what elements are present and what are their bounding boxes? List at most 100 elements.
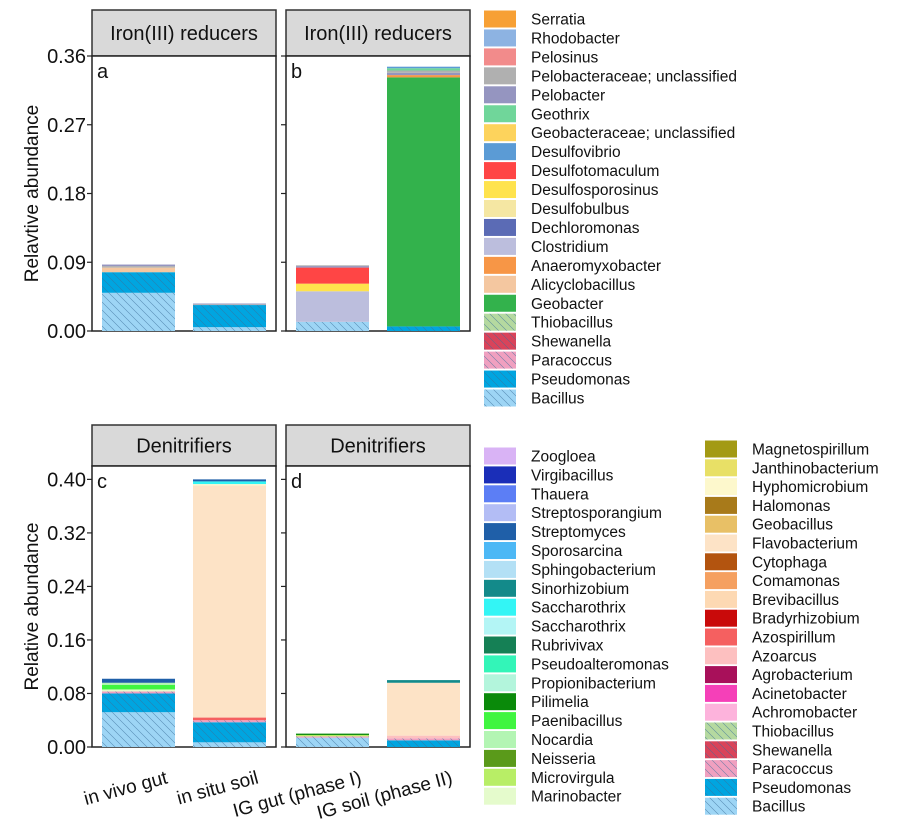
legend-item: Virgibacillus [484,466,614,484]
legend-label: Pelosinus [531,49,598,66]
bar-segment: Alicyclobacillus: 0.006 [102,267,175,273]
bar-segment: Anaeromyxobacter: 0.003 [387,75,460,78]
legend-item: Thiobacillus [705,722,834,741]
bar-segment: Desulfosporosinus: 0.01 [296,283,369,292]
legend-swatch [484,105,516,123]
legend-item: Paenibacillus [484,712,623,730]
bar-segment: Flavobacterium: 0.079 [387,682,460,736]
legend-swatch [484,598,516,616]
panel-letter: a [97,61,109,83]
legend-item: Shewanella [705,741,833,759]
bar-segment: Bacillus: 0.05 [102,292,175,331]
strip-title: Denitrifiers [136,436,232,458]
legend-label: Cytophaga [752,554,827,571]
y-tick-label: 0.00 [47,737,86,759]
bar-segment: Pseudomonas: 0.027 [102,272,175,293]
legend-swatch [705,684,737,702]
bar-segment: Pelobacter: 0.003 [387,72,460,76]
legend-label: Magnetospirillum [752,442,869,459]
legend-item: Flavobacterium [705,534,858,553]
legend-label: Rhodobacter [531,30,620,47]
legend-item: Thiobacillus [484,313,613,332]
bar-segment: Clostridium: 0.04 [296,291,369,322]
legend-swatch [705,628,737,646]
legend-label: Sporosarcina [531,543,623,560]
bar-segment: Pseudomonas: 0.029 [193,305,266,328]
legend-swatch [705,741,737,759]
legend-swatch [484,731,516,748]
legend-swatch [484,370,516,388]
legend-label: Alicyclobacillus [531,277,635,294]
legend-label: Desulfobulbus [531,201,629,218]
legend-item: Hyphomicrobium [705,478,868,496]
legend-item: Desulfosporosinus [484,181,659,199]
bar-segment: Pseudomonas: 0.028 [102,693,175,713]
bar-stack: Bacillus: 0.012Clostridium: 0.04Desulfos… [296,265,369,331]
legend-swatch [705,590,737,608]
legend-item: Saccharothrix [484,598,626,617]
legend-item: Sporosarcina [484,542,623,560]
legend-label: Hyphomicrobium [752,479,868,496]
legend-swatch [484,10,516,28]
legend-swatch [705,797,737,815]
legend-swatch [705,440,737,458]
y-tick-label: 0.24 [47,576,86,598]
legend-swatch [484,237,516,255]
legend-swatch [484,332,516,350]
legend-item: Halomonas [705,496,831,515]
legend-label: Acinetobacter [752,686,847,703]
legend-label: Paenibacillus [531,713,623,730]
legend-swatch [484,48,516,66]
legend-swatch [484,674,516,692]
bar-segment: Bacillus: 0.005 [193,327,266,331]
bar-segment: Hyphomicrobium: 0.002 [193,484,266,486]
legend-swatch [484,655,516,673]
legend-label: Nocardia [531,732,593,749]
legend-swatch [484,143,516,161]
legend-swatch [705,478,737,496]
legend-swatch [484,749,516,767]
legend-label: Thauera [531,486,589,503]
bar-segment: Nocardia: 0.003 [102,682,175,685]
legend-label: Flavobacterium [752,536,858,553]
strip-header [91,9,277,57]
bar-segment: Flavobacterium: 0.347 [193,485,266,718]
y-tick-label: 0.08 [47,683,86,705]
legend-swatch [484,313,516,331]
legend-item: Pseudoalteromonas [484,655,669,673]
legend-item: Saccharothrix [484,617,626,636]
y-tick-label: 0.27 [47,115,86,137]
legend-swatch [484,67,516,85]
y-tick-label: 0.40 [47,469,86,491]
legend-swatch [484,181,516,199]
legend-swatch [705,553,737,571]
y-tick-label: 0.32 [47,523,86,545]
y-tick-label: 0.18 [47,184,86,206]
x-tick-label: in vivo gut [82,767,171,810]
bar-segment: Microvirgula: 0.002 [296,734,369,737]
legend-item: Shewanella [484,332,612,351]
legend-label: Geobacteraceae; unclassified [531,125,735,142]
legend-label: Agrobacterium [752,667,853,684]
legend-item: Bradyrhizobium [705,609,860,628]
legend-item: Brevibacillus [705,590,839,609]
legend-label: Clostridium [531,239,609,256]
legend-item: Microvirgula [484,768,615,787]
legend-swatch [705,459,737,477]
y-axis-label: Relative abundance [22,523,43,691]
legend-item: Zoogloea [484,447,596,466]
bar-segment: Azospirillum: 0.004 [193,717,266,721]
legend-item: Pilimelia [484,693,589,711]
legend-swatch [705,666,737,684]
bar-segment: Desulfotomaculum: 0.021 [296,267,369,284]
bar-segment: Paracoccus: 0.003 [193,720,266,723]
bar-segment: Pseudomonas: 0.01 [387,740,460,747]
bar-segment: Pelobacteraceae; unclassified: 0.002 [102,266,175,268]
legend-label: Thiobacillus [752,724,834,741]
legend-label: Bradyrhizobium [752,611,860,628]
legend-label: Halomonas [752,498,831,515]
legend-item: Bacillus [484,389,585,408]
legend-item: Thauera [484,485,589,503]
bar-segment: Pilimelia: 0.002 [296,733,369,735]
